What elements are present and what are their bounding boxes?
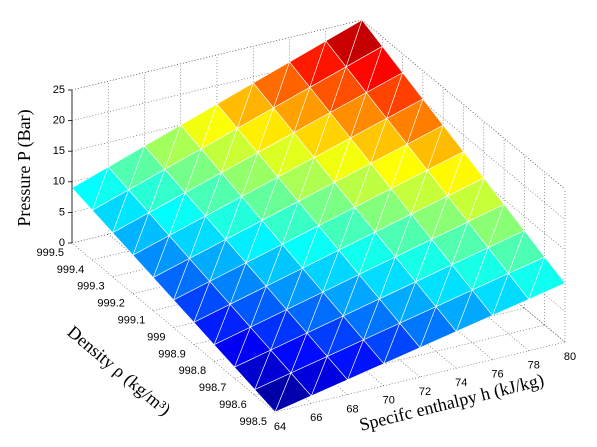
z-tick-label: 15 xyxy=(53,145,65,157)
y-tick-label: 999 xyxy=(147,331,165,343)
x-tick-label: 72 xyxy=(419,386,431,398)
y-tick-label: 999.4 xyxy=(57,264,85,276)
surface-face xyxy=(71,166,109,211)
x-tick-label: 78 xyxy=(528,360,540,372)
surface-face xyxy=(233,349,272,391)
y-tick-label: 998.5 xyxy=(239,416,267,428)
y-tick-label: 999.3 xyxy=(77,281,105,293)
x-tick-label: 70 xyxy=(383,395,395,407)
surface-face xyxy=(91,189,130,234)
box-edge xyxy=(361,19,566,190)
y-tick-label: 999.2 xyxy=(97,298,125,310)
y-tick-label: 999.5 xyxy=(36,247,64,259)
x-tick-label: 68 xyxy=(346,403,358,415)
x-tick-label: 80 xyxy=(564,351,576,363)
y-tick-label: 998.9 xyxy=(158,348,186,360)
z-tick-label: 0 xyxy=(59,237,65,249)
surface-face xyxy=(173,280,211,323)
x-tick-label: 66 xyxy=(310,412,322,424)
z-tick-label: 20 xyxy=(53,115,65,127)
surface-face xyxy=(193,303,231,346)
y-tick-label: 998.7 xyxy=(199,382,227,394)
z-axis-title: Pressure P (Bar) xyxy=(14,109,35,226)
z-tick-label: 10 xyxy=(53,176,65,188)
x-tick-label: 64 xyxy=(274,421,286,433)
x-tick-label: 74 xyxy=(455,377,467,389)
x-tick-label: 76 xyxy=(491,368,503,380)
y-tick-label: 998.8 xyxy=(179,365,207,377)
surface-face xyxy=(254,372,292,413)
z-tick-label: 25 xyxy=(53,84,65,96)
grid-line xyxy=(361,50,566,220)
y-tick-label: 998.6 xyxy=(219,399,247,411)
surface-face xyxy=(152,257,191,301)
y-tick-label: 999.1 xyxy=(118,315,146,327)
surface-face xyxy=(132,234,170,279)
surface-face xyxy=(213,326,251,368)
surface-face xyxy=(112,212,150,256)
z-tick-label: 5 xyxy=(59,206,65,218)
